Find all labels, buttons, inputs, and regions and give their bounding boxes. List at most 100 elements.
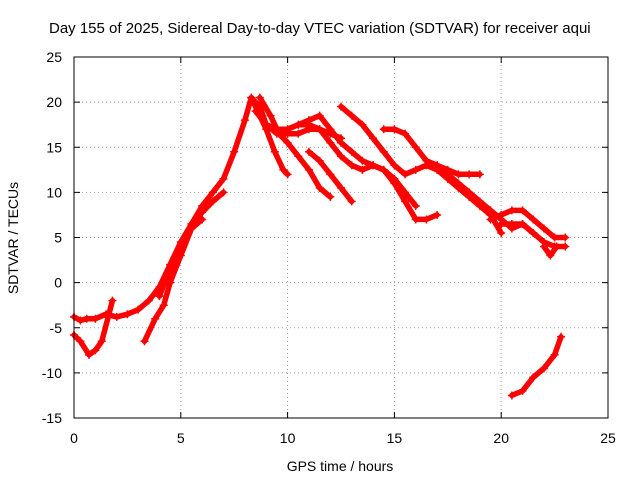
data-point-marker (198, 201, 207, 210)
x-tick-label: 0 (70, 430, 78, 446)
data-point-marker (251, 107, 260, 116)
y-tick-label: 20 (46, 94, 62, 110)
data-point-marker (270, 147, 279, 156)
data-point-marker (315, 125, 324, 134)
data-point-marker (539, 364, 548, 373)
data-point-marker (219, 174, 228, 183)
data-point-marker (304, 116, 313, 125)
data-point-marker (518, 386, 527, 395)
data-point-marker (247, 93, 256, 102)
data-point-marker (401, 197, 410, 206)
data-point-marker (507, 206, 516, 215)
data-point-marker (84, 350, 93, 359)
data-point-marker (112, 312, 121, 321)
data-point-marker (283, 170, 292, 179)
series-line-arc-5 (248, 94, 344, 141)
data-point-marker (347, 197, 356, 206)
data-point-marker (497, 219, 506, 228)
data-point-marker (326, 170, 335, 179)
data-point-marker (411, 165, 420, 174)
data-point-marker (198, 215, 207, 224)
data-point-marker (443, 170, 452, 179)
data-point-marker (561, 233, 570, 242)
data-point-marker (315, 156, 324, 165)
series-line-arc-3 (141, 216, 205, 345)
data-point-marker (104, 312, 113, 321)
data-point-marker (379, 147, 388, 156)
data-point-marker (347, 161, 356, 170)
data-point-marker (465, 188, 474, 197)
data-point-marker (539, 242, 548, 251)
data-point-marker (255, 93, 264, 102)
data-point-marker (422, 215, 431, 224)
data-point-marker (337, 102, 345, 111)
data-point-marker (539, 224, 548, 233)
data-point-marker (151, 314, 160, 323)
data-point-marker (486, 206, 495, 215)
y-axis-label: SDTVAR / TECUs (5, 182, 21, 294)
x-tick-label: 20 (493, 430, 509, 446)
data-point-marker (358, 156, 367, 165)
data-series (70, 93, 570, 400)
data-point-marker (465, 170, 474, 179)
data-point-marker (326, 192, 335, 201)
data-point-marker (552, 242, 561, 251)
data-point-marker (230, 147, 239, 156)
series-line-arc-9 (295, 112, 419, 209)
data-point-marker (294, 152, 303, 161)
series-line-arc-13 (487, 207, 569, 241)
y-tick-label: -15 (42, 410, 62, 426)
data-point-marker (304, 147, 313, 156)
data-point-marker (454, 170, 463, 179)
data-point-marker (262, 120, 271, 129)
axis-ticks (73, 56, 609, 419)
data-point-marker (379, 125, 388, 134)
data-point-marker (304, 165, 313, 174)
data-point-marker (411, 143, 420, 152)
data-point-marker (507, 391, 516, 400)
data-point-marker (561, 242, 570, 251)
data-point-marker (411, 201, 420, 210)
y-tick-label: 15 (46, 139, 62, 155)
data-point-marker (240, 116, 249, 125)
x-tick-labels: 0 5 10 15 20 25 (70, 430, 616, 446)
data-point-marker (486, 215, 495, 224)
data-point-marker (433, 210, 442, 219)
data-point-marker (358, 120, 367, 129)
data-point-marker (358, 165, 367, 174)
data-point-marker (155, 292, 164, 301)
data-point-marker (97, 337, 106, 346)
data-point-marker (369, 134, 378, 143)
data-point-marker (518, 219, 527, 228)
y-tick-label: -5 (50, 320, 63, 336)
data-point-marker (454, 179, 463, 188)
data-point-marker (76, 337, 85, 346)
data-point-marker (219, 188, 228, 197)
data-point-marker (283, 125, 292, 134)
data-point-marker (140, 337, 149, 346)
data-point-marker (390, 125, 399, 134)
grid-lines (74, 57, 608, 418)
data-point-marker (159, 301, 168, 310)
data-point-marker (337, 138, 345, 147)
data-point-marker (91, 346, 100, 355)
data-point-marker (208, 197, 217, 206)
y-tick-label: 0 (54, 275, 62, 291)
data-point-marker (475, 170, 484, 179)
data-point-marker (422, 156, 431, 165)
data-point-marker (546, 251, 555, 260)
data-point-marker (315, 111, 324, 120)
data-point-marker (144, 296, 153, 305)
x-tick-label: 10 (280, 430, 296, 446)
data-point-marker (208, 188, 217, 197)
data-point-marker (401, 129, 410, 138)
data-point-marker (275, 129, 284, 138)
data-point-marker (266, 111, 275, 120)
data-point-marker (497, 228, 506, 237)
data-point-marker (279, 165, 288, 174)
data-point-marker (176, 242, 185, 251)
data-point-marker (550, 233, 559, 242)
data-point-marker (326, 138, 335, 147)
data-point-marker (294, 120, 303, 129)
y-tick-label: 25 (46, 49, 62, 65)
